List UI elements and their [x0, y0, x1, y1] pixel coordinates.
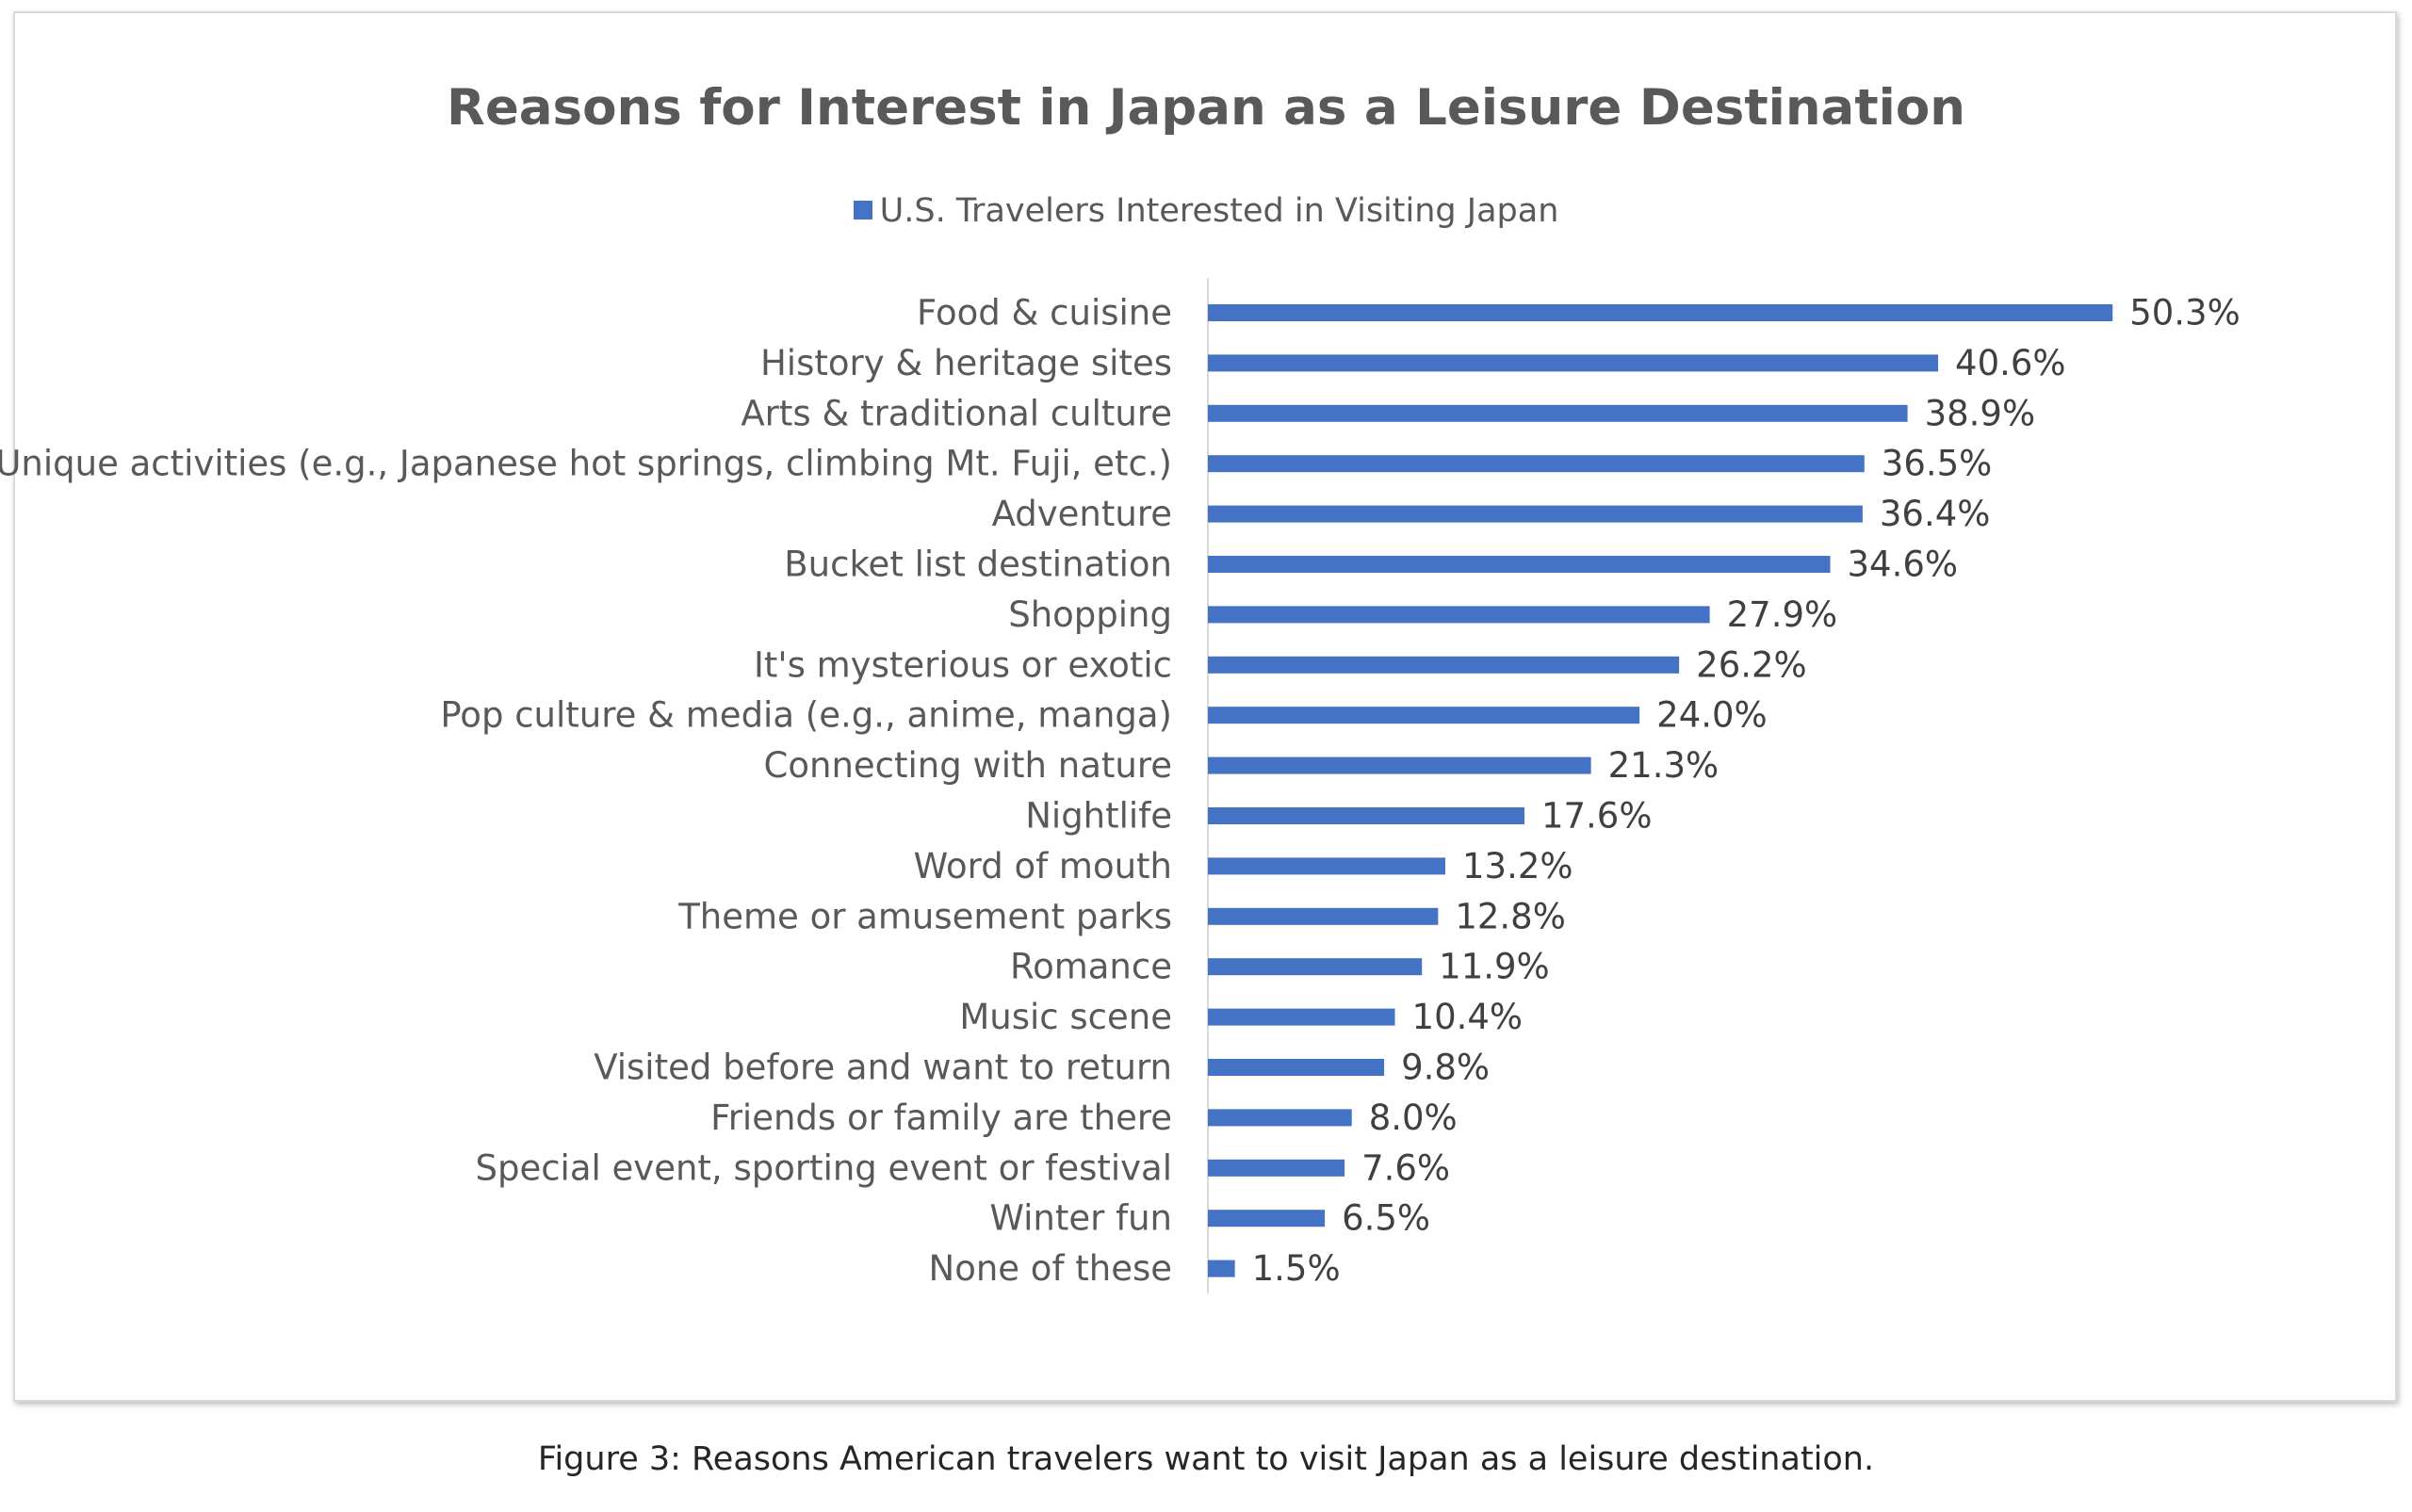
bar	[1208, 455, 1865, 473]
category-label: Adventure	[992, 494, 1172, 534]
data-label: 50.3%	[2129, 293, 2241, 333]
data-label: 36.4%	[1880, 494, 1991, 534]
data-label: 26.2%	[1696, 644, 1807, 685]
legend-label: U.S. Travelers Interested in Visiting Ja…	[879, 192, 1559, 230]
bar	[1208, 1210, 1326, 1227]
data-label: 1.5%	[1252, 1248, 1341, 1289]
data-label: 40.6%	[1955, 343, 2066, 383]
category-label: Food & cuisine	[917, 293, 1172, 333]
data-label: 38.9%	[1925, 393, 2036, 433]
bar	[1208, 354, 1939, 372]
bar	[1208, 907, 1439, 925]
category-label: Visited before and want to return	[594, 1048, 1172, 1088]
bar	[1208, 958, 1423, 976]
bar	[1208, 1159, 1345, 1177]
data-label: 13.2%	[1462, 846, 1573, 886]
category-label: Connecting with nature	[764, 745, 1172, 786]
bar	[1208, 404, 1908, 422]
category-label: Unique activities (e.g., Japanese hot sp…	[0, 444, 1172, 484]
data-label: 8.0%	[1369, 1097, 1458, 1138]
bar	[1208, 1260, 1235, 1277]
category-label: Arts & traditional culture	[741, 393, 1172, 433]
data-label: 24.0%	[1656, 695, 1768, 736]
category-label: Music scene	[959, 997, 1172, 1037]
data-label: 6.5%	[1342, 1198, 1430, 1239]
bar	[1208, 1008, 1395, 1026]
data-label: 27.9%	[1727, 594, 1838, 635]
legend: U.S. Travelers Interested in Visiting Ja…	[0, 192, 2412, 230]
data-label: 34.6%	[1848, 545, 1959, 585]
chart-title: Reasons for Interest in Japan as a Leisu…	[447, 79, 1965, 137]
data-label: 10.4%	[1412, 997, 1524, 1037]
bar	[1208, 707, 1640, 724]
bar	[1208, 807, 1524, 824]
bar	[1208, 556, 1831, 573]
data-label: 11.9%	[1439, 947, 1550, 987]
category-label: None of these	[929, 1248, 1172, 1289]
category-label: It's mysterious or exotic	[754, 644, 1172, 685]
bar	[1208, 1109, 1352, 1127]
data-label: 9.8%	[1401, 1048, 1490, 1088]
bar	[1208, 656, 1680, 674]
category-label: Winter fun	[989, 1198, 1172, 1239]
bar	[1208, 1059, 1385, 1076]
category-label: Word of mouth	[914, 846, 1172, 886]
category-label: Theme or amusement parks	[677, 896, 1172, 936]
category-label: Pop culture & media (e.g., anime, manga)	[440, 695, 1172, 736]
bar	[1208, 606, 1710, 624]
data-label: 7.6%	[1361, 1147, 1450, 1188]
bar	[1208, 756, 1591, 774]
category-label: History & heritage sites	[760, 343, 1172, 383]
chart-frame	[13, 11, 2397, 1402]
bar	[1208, 857, 1445, 875]
bar	[1208, 505, 1863, 523]
category-label: Shopping	[1008, 594, 1172, 635]
category-label: Bucket list destination	[784, 545, 1172, 585]
bar	[1208, 304, 2113, 321]
category-label: Special event, sporting event or festiva…	[475, 1147, 1172, 1188]
legend-swatch	[853, 201, 872, 219]
data-label: 21.3%	[1608, 745, 1719, 786]
data-label: 17.6%	[1541, 796, 1653, 837]
category-label: Friends or family are there	[710, 1097, 1172, 1138]
category-label: Romance	[1010, 947, 1172, 987]
data-label: 12.8%	[1455, 896, 1566, 936]
figure-caption: Figure 3: Reasons American travelers wan…	[537, 1440, 1875, 1478]
data-label: 36.5%	[1882, 444, 1993, 484]
category-label: Nightlife	[1025, 796, 1172, 837]
